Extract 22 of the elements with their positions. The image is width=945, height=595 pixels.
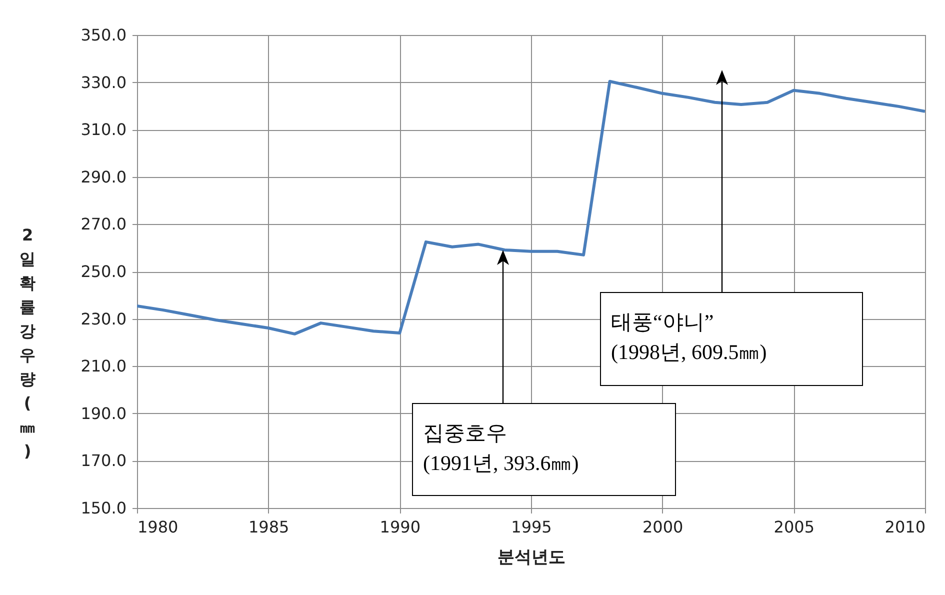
x-tick-label: 1995 <box>511 518 552 536</box>
y-tick-label: 270.0 <box>80 214 126 234</box>
x-tick-label: 1990 <box>380 518 421 536</box>
x-tick-label: 1985 <box>248 518 290 536</box>
y-tick-label: 210.0 <box>80 356 126 376</box>
x-axis-title: 분석년도 <box>498 548 566 568</box>
y-tick-label: 170.0 <box>80 451 126 470</box>
x-tick-label: 1980 <box>138 518 178 536</box>
y-tick-label: 330.0 <box>80 72 126 92</box>
x-tick-label: 2010 <box>884 518 926 536</box>
y-tick-label: 290.0 <box>80 167 126 186</box>
text-box: 태풍“야니” (1998년, 609.5㎜) <box>600 292 863 386</box>
x-tick-label: 2000 <box>642 518 684 536</box>
y-tick-label: 150.0 <box>80 498 126 518</box>
text-box: 집중호우 (1991년, 393.6㎜) <box>412 403 676 496</box>
y-tick-label: 250.0 <box>80 262 126 281</box>
y-tick-label: 190.0 <box>80 404 126 423</box>
y-tick-label: 350.0 <box>80 26 126 44</box>
y-tick-label: 230.0 <box>80 309 126 328</box>
text: 2 일 확률강우량(㎜) <box>20 226 36 460</box>
y-tick-label: 310.0 <box>80 120 126 140</box>
x-tick-label: 2005 <box>774 518 815 536</box>
